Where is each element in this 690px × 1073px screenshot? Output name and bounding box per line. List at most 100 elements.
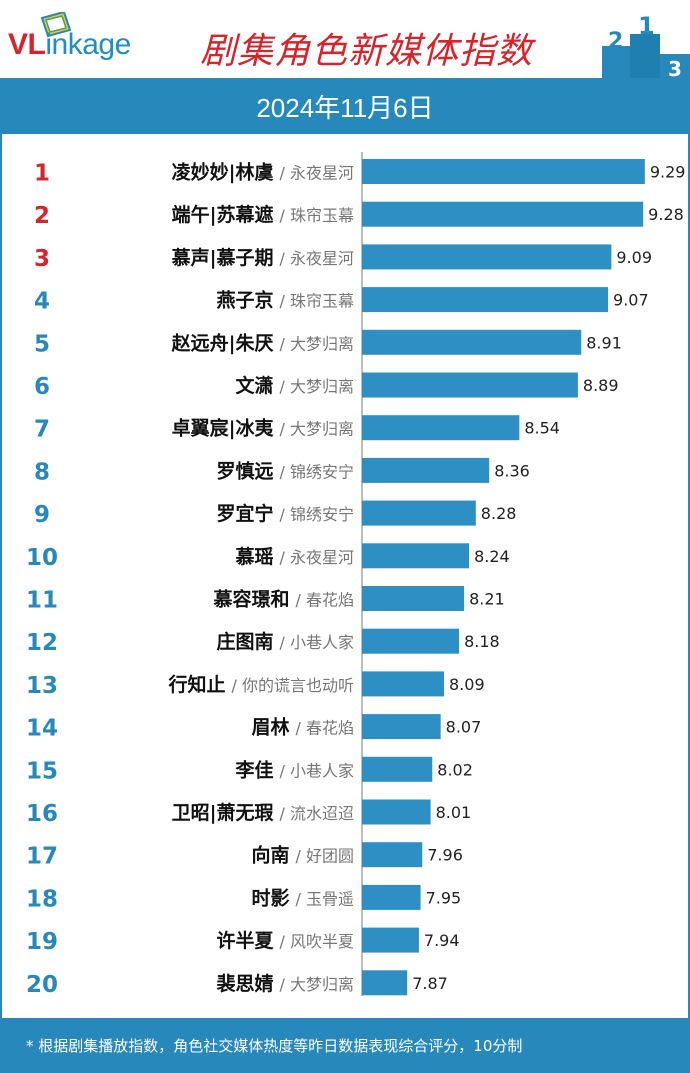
value-label: 7.96: [427, 846, 463, 865]
show-name: / 春花焰: [296, 719, 354, 738]
bar: [362, 287, 609, 313]
footer-text: * 根据剧集播放指数，角色社交媒体热度等昨日数据表现综合评分，10分制: [26, 1037, 523, 1055]
show-name: / 永夜星河: [280, 164, 354, 183]
rank-label: 7: [34, 417, 50, 443]
value-label: 9.29: [650, 163, 686, 182]
value-label: 7.87: [412, 974, 448, 993]
row-label: 慕容璟和 / 春花焰: [214, 588, 355, 611]
role-name: 赵远舟|朱厌: [171, 331, 274, 354]
bar: [362, 671, 445, 697]
row-label: 罗慎远 / 锦绣安宁: [217, 459, 355, 482]
rank-label: 20: [26, 972, 58, 998]
role-name: 慕瑶: [236, 546, 274, 568]
value-label: 8.09: [449, 675, 485, 694]
value-label: 8.18: [464, 632, 500, 651]
page-title: 剧集角色新媒体指数: [200, 31, 534, 72]
show-name: / 春花焰: [296, 591, 354, 610]
value-label: 8.02: [437, 760, 473, 779]
bar: [362, 159, 645, 184]
role-name: 文潇: [236, 374, 274, 397]
rank-label: 14: [26, 716, 58, 742]
chart-row: 4 燕子京 / 珠帘玉幕 9.07: [34, 287, 649, 315]
rank-label: 17: [26, 844, 58, 870]
date-label: 2024年11月6日: [256, 92, 434, 123]
show-name: / 大梦归离: [280, 334, 354, 353]
role-name: 向南: [252, 844, 290, 867]
ranking-chart: 1 凌妙妙|林虞 / 永夜星河 9.29 2 端午|苏幕遮 / 珠帘玉幕 9.28 3 慕声|慕子…: [26, 152, 685, 998]
rank-label: 5: [34, 331, 50, 357]
chart-row: 2 端午|苏幕遮 / 珠帘玉幕 9.28: [34, 201, 684, 229]
show-name: / 风吹半夏: [280, 932, 354, 951]
row-label: 裴思婧 / 大梦归离: [216, 972, 355, 995]
rank-label: 4: [34, 289, 50, 315]
podium-digit-3: 3: [668, 57, 682, 78]
bar: [362, 201, 644, 227]
footer-note: * 根据剧集播放指数，角色社交媒体热度等昨日数据表现综合评分，10分制: [0, 1018, 690, 1073]
chart-row: 11 慕容璟和 / 春花焰 8.21: [26, 586, 505, 614]
row-label: 端午|苏幕遮 / 珠帘玉幕: [172, 203, 354, 226]
logo-mark-icon: [40, 12, 72, 38]
role-name: 许半夏: [217, 929, 275, 952]
rank-label: 2: [34, 203, 50, 229]
podium-digit-1: 1: [638, 12, 655, 40]
bar: [362, 543, 470, 569]
row-label: 文潇 / 大梦归离: [236, 374, 355, 397]
value-label: 7.94: [424, 931, 460, 950]
role-name: 庄图南: [217, 630, 274, 653]
show-name: / 小巷人家: [280, 633, 354, 652]
role-name: 李佳: [235, 758, 274, 781]
role-name: 慕容璟和: [214, 588, 290, 611]
show-name: / 好团圆: [296, 847, 354, 866]
rank-label: 13: [26, 673, 58, 699]
bar: [362, 884, 421, 910]
show-name: / 珠帘玉幕: [280, 206, 354, 225]
bar: [362, 714, 441, 740]
bar: [362, 457, 490, 483]
show-name: / 珠帘玉幕: [280, 292, 354, 311]
rank-label: 3: [34, 246, 50, 272]
chart-row: 1 凌妙妙|林虞 / 永夜星河 9.29: [34, 159, 685, 187]
row-label: 慕声|慕子期 / 永夜星河: [172, 246, 354, 269]
row-label: 李佳 / 小巷人家: [235, 758, 355, 781]
role-name: 行知止: [168, 673, 226, 696]
row-label: 眉林 / 春花焰: [252, 716, 355, 739]
chart-row: 3 慕声|慕子期 / 永夜星河 9.09: [34, 244, 652, 272]
role-name: 时影: [252, 887, 290, 909]
show-name: / 大梦归离: [280, 975, 354, 994]
rank-label: 10: [26, 545, 58, 571]
value-label: 7.95: [426, 888, 462, 907]
role-name: 卓翼宸|冰夷: [172, 417, 274, 440]
value-label: 8.89: [583, 376, 619, 395]
show-name: / 玉骨遥: [296, 889, 354, 908]
row-label: 赵远舟|朱厌 / 大梦归离: [171, 331, 354, 354]
show-name: / 你的谎言也动听: [232, 676, 354, 695]
value-label: 8.91: [586, 333, 622, 352]
bar: [362, 372, 578, 398]
rank-label: 15: [26, 758, 58, 784]
chart-row: 5 赵远舟|朱厌 / 大梦归离 8.91: [34, 329, 622, 357]
rank-label: 11: [26, 588, 58, 614]
chart-row: 13 行知止 / 你的谎言也动听 8.09: [26, 671, 485, 699]
chart-row: 6 文潇 / 大梦归离 8.89: [34, 372, 619, 400]
row-label: 慕瑶 / 永夜星河: [236, 546, 355, 568]
row-label: 时影 / 玉骨遥: [252, 887, 355, 909]
value-label: 8.21: [469, 590, 505, 609]
chart-row: 19 许半夏 / 风吹半夏 7.94: [26, 927, 460, 955]
podium-digit-2: 2: [608, 29, 623, 54]
rank-label: 19: [26, 929, 58, 955]
bar: [362, 329, 582, 355]
show-name: / 大梦归离: [280, 420, 354, 439]
bar: [362, 244, 612, 270]
bar: [362, 586, 465, 611]
row-label: 燕子京 / 珠帘玉幕: [217, 289, 355, 312]
rank-label: 16: [26, 801, 58, 827]
bar: [362, 799, 431, 825]
role-name: 端午|苏幕遮: [172, 203, 274, 226]
role-name: 燕子京: [217, 289, 274, 312]
bar: [362, 756, 433, 782]
header: VLinkage 剧集角色新媒体指数 2 1 3: [0, 0, 690, 78]
date-banner: 2024年11月6日: [0, 78, 690, 134]
rank-label: 1: [34, 161, 50, 187]
chart-row: 17 向南 / 好团圆 7.96: [26, 842, 463, 870]
bar: [362, 415, 520, 441]
